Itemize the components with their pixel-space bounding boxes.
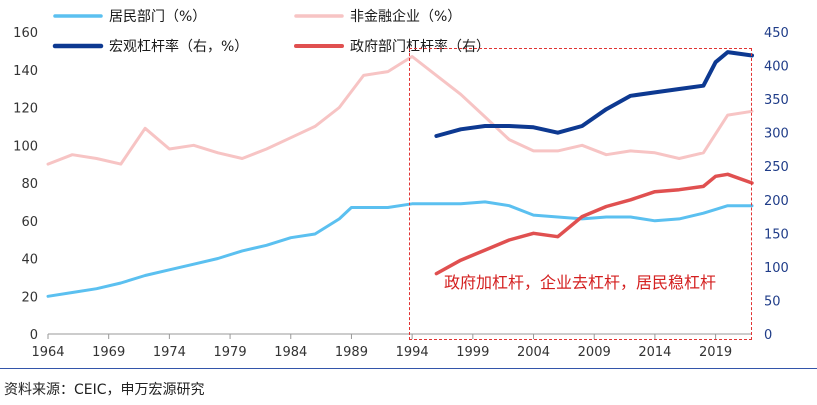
x-tick-label: 1964 — [31, 345, 64, 360]
legend-label-3: 政府部门杠杆率（右） — [350, 38, 490, 55]
y-right-tick-label: 450 — [764, 26, 789, 41]
legend-layer: 居民部门（%） 非金融企业（%） 宏观杠杆率（右，%） 政府部门杠杆率（右） — [52, 8, 490, 55]
source-divider — [0, 368, 817, 369]
x-tick-label: 1974 — [153, 345, 186, 360]
x-tick-label: 1979 — [214, 345, 247, 360]
x-tick-label: 1999 — [456, 345, 489, 360]
y-right-tick-label: 250 — [764, 160, 789, 175]
y-left-tick-label: 160 — [13, 26, 38, 41]
legend-label-0: 居民部门（%） — [109, 9, 206, 25]
y-left-tick-label: 0 — [30, 328, 38, 343]
y-left-tick-label: 60 — [21, 215, 38, 230]
legend-label-2: 宏观杠杆率（右，%） — [109, 38, 248, 55]
y-left-tick-label: 100 — [13, 139, 38, 154]
x-tick-label: 2004 — [517, 345, 550, 360]
series-line-3 — [434, 172, 754, 276]
y-right-tick-label: 300 — [764, 127, 789, 142]
y-right-tick-label: 0 — [764, 328, 772, 343]
series-line-2 — [434, 50, 754, 138]
x-tick-label: 2019 — [699, 345, 732, 360]
source-text: 资料来源：CEIC，申万宏源研究 — [4, 382, 205, 398]
series-line-1 — [46, 55, 754, 166]
y-right-tick-label: 200 — [764, 194, 789, 209]
axes-layer: 1964 1969 1974 1979 1984 1989 1994 1999 2004 2009… — [13, 26, 789, 360]
x-tick-label: 1969 — [92, 345, 125, 360]
x-tick-label: 1989 — [335, 345, 368, 360]
y-right-tick-label: 400 — [764, 60, 789, 75]
y-right-tick-label: 50 — [764, 294, 781, 309]
y-left-tick-label: 80 — [21, 177, 38, 192]
source-svg: 资料来源：CEIC，申万宏源研究 — [4, 382, 205, 398]
x-tick-label: 1984 — [274, 345, 307, 360]
x-tick-label: 2014 — [638, 345, 671, 360]
series-layer — [46, 50, 754, 298]
y-left-tick-label: 120 — [13, 102, 38, 117]
y-right-tick-label: 150 — [764, 227, 789, 242]
x-tick-label: 1994 — [396, 345, 429, 360]
chart-annotation: 政府加杠杆，企业去杠杆，居民稳杠杆 — [443, 273, 716, 292]
legend-label-1: 非金融企业（%） — [350, 8, 461, 25]
x-tick-label: 2009 — [578, 345, 611, 360]
annotation-box — [409, 48, 752, 340]
y-left-tick-label: 40 — [21, 253, 38, 268]
y-left-tick-label: 140 — [13, 64, 38, 79]
y-right-tick-label: 350 — [764, 93, 789, 108]
y-right-tick-label: 100 — [764, 261, 789, 276]
y-left-tick-label: 20 — [21, 290, 38, 305]
series-line-0 — [46, 200, 754, 298]
